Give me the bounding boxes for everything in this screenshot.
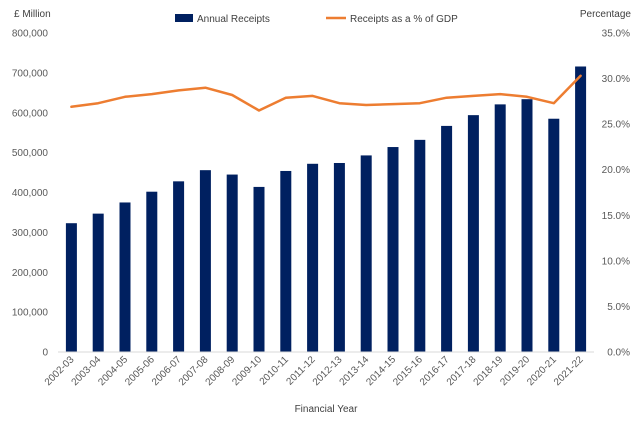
bar <box>65 223 77 352</box>
y-right-tick-label: 30.0% <box>602 74 630 85</box>
bar <box>333 162 345 352</box>
line-point <box>526 96 528 98</box>
y-right-tick-label: 5.0% <box>607 302 630 313</box>
line-point <box>124 96 126 98</box>
line-point <box>472 95 475 97</box>
line-point <box>445 96 448 99</box>
line-point <box>392 103 394 105</box>
line-series-receipts-pct-gdp <box>70 74 582 112</box>
line-point <box>365 104 368 106</box>
y-right-tick-label: 10.0% <box>602 256 630 267</box>
y-left-tick-label: 0 <box>42 348 48 359</box>
bar <box>253 186 265 352</box>
y-right-axis-title: Percentage <box>580 9 632 20</box>
bar <box>280 170 292 352</box>
line-point <box>151 93 153 95</box>
line-point <box>70 106 73 108</box>
y-left-tick-label: 600,000 <box>12 108 49 119</box>
y-right-tick-label: 35.0% <box>602 29 630 40</box>
bar <box>387 147 399 352</box>
series-line <box>70 74 582 112</box>
bar <box>575 66 587 353</box>
y-left-tick-label: 500,000 <box>12 148 49 159</box>
bar <box>521 99 533 352</box>
line-point <box>285 96 287 99</box>
bar <box>360 155 372 352</box>
line-point <box>553 102 555 104</box>
line-point <box>231 94 233 96</box>
line-point <box>311 95 314 97</box>
x-axis-title: Financial Year <box>295 404 358 415</box>
y-left-tick-label: 200,000 <box>12 268 49 279</box>
bar <box>441 125 453 352</box>
legend-label-receipts-pct-gdp: Receipts as a % of GDP <box>350 14 458 25</box>
x-tick-labels: 2002-032003-042004-052005-062006-072007-… <box>43 354 586 388</box>
bar <box>307 163 319 352</box>
y-left-tick-label: 700,000 <box>12 68 49 79</box>
bar <box>173 181 185 352</box>
bar <box>92 213 104 352</box>
bar <box>199 170 211 352</box>
line-point <box>177 89 180 92</box>
y-right-tick-label: 15.0% <box>602 211 630 222</box>
y-left-tick-label: 300,000 <box>12 228 49 239</box>
y-right-tick-label: 25.0% <box>602 120 630 131</box>
line-point <box>258 109 260 112</box>
y-left-tick-label: 100,000 <box>12 308 49 319</box>
legend-label-annual-receipts: Annual Receipts <box>197 14 270 25</box>
y-left-tick-label: 400,000 <box>12 188 49 199</box>
x-tick-label: 2021-22 <box>552 354 586 388</box>
bar <box>414 139 426 352</box>
y-left-tick-labels: 0 100,000 200,000 300,000 400,000 500,000 600,… <box>12 29 49 359</box>
y-right-tick-label: 0.0% <box>607 348 630 359</box>
legend: Annual Receipts Receipts as a % of GDP <box>175 14 458 25</box>
line-point <box>499 93 502 95</box>
bar <box>226 174 238 352</box>
line-point <box>204 86 207 89</box>
y-right-tick-label: 20.0% <box>602 165 630 176</box>
line-point <box>97 102 99 104</box>
line-point <box>419 102 421 104</box>
bar <box>119 202 131 352</box>
legend-swatch-annual-receipts <box>175 14 193 22</box>
bar-series-annual-receipts <box>65 66 587 353</box>
y-right-tick-labels: 0.0% 5.0% 10.0% 15.0% 20.0% 25.0% 30.0% 35.0% <box>602 29 630 359</box>
bar <box>467 115 479 352</box>
bar <box>494 104 506 352</box>
bar <box>146 191 158 352</box>
x-tick-label: 2009-10 <box>230 354 264 388</box>
line-point <box>338 102 341 104</box>
y-left-axis-title: £ Million <box>14 9 51 20</box>
bar <box>548 118 560 352</box>
y-left-tick-label: 800,000 <box>12 29 49 40</box>
line-point <box>579 75 582 77</box>
